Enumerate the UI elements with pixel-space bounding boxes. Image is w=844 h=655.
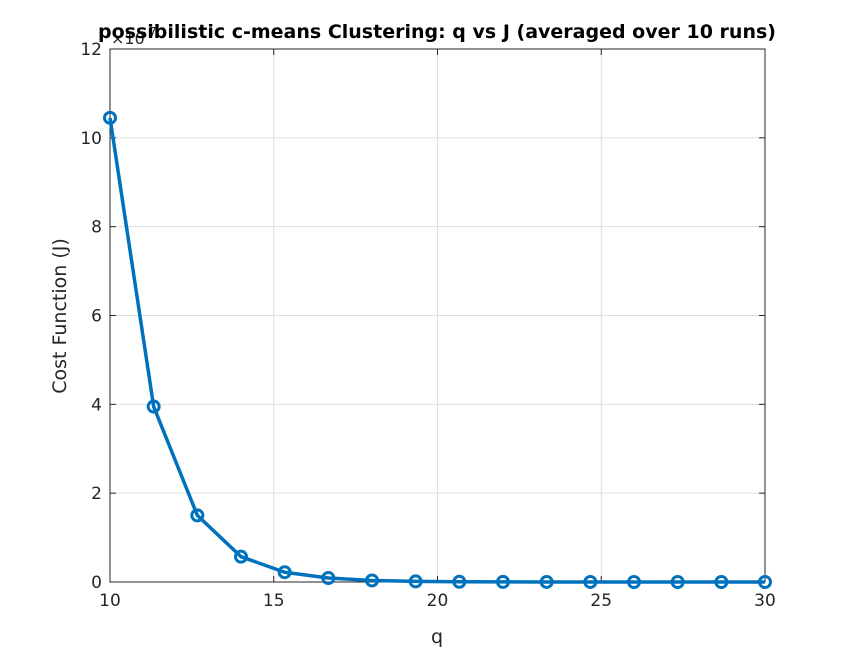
- data-point-14: [714, 574, 729, 589]
- x-axis-label: q: [431, 626, 443, 648]
- y-tick-label-2: 4: [91, 395, 102, 415]
- y-tick-label-6: 12: [80, 40, 102, 60]
- data-point-5: [321, 571, 336, 586]
- y-tick-label-1: 2: [91, 484, 102, 504]
- ticks: 10 15 20 25 30 0 2 4 6 8 10 12: [80, 40, 775, 611]
- data-point-1: [146, 399, 161, 414]
- data-point-7: [408, 574, 423, 589]
- x-tick-label-3: 25: [590, 591, 612, 611]
- data-point-10: [539, 574, 554, 589]
- data-point-15: [758, 574, 772, 589]
- y-tick-label-5: 10: [80, 129, 102, 149]
- grid: [109, 48, 766, 583]
- data-point-12: [627, 574, 641, 589]
- x-tick-label-4: 30: [754, 591, 776, 611]
- chart-title: possibilistic c-means Clustering: q vs J…: [98, 21, 776, 43]
- data-point-6: [365, 573, 379, 588]
- data-point-9: [496, 574, 510, 589]
- data-point-11: [583, 574, 598, 589]
- y-tick-label-0: 0: [91, 573, 102, 593]
- data-point-13: [670, 574, 685, 589]
- y-tick-label-4: 8: [91, 218, 102, 238]
- x-tick-label-1: 15: [263, 591, 285, 611]
- data-point-0: [103, 110, 117, 125]
- data-point-8: [452, 574, 467, 589]
- y-exponent-base: ×10: [111, 29, 145, 48]
- data-point-4: [277, 565, 292, 580]
- data-point-2: [190, 508, 205, 523]
- y-axis-label: Cost Function (J): [49, 238, 71, 394]
- y-tick-label-3: 6: [91, 307, 102, 327]
- y-exponent-power: 7: [149, 25, 157, 39]
- x-tick-label-0: 10: [99, 591, 121, 611]
- x-tick-label-2: 20: [427, 591, 449, 611]
- series: [103, 110, 772, 589]
- series-line-0: [108, 117, 766, 584]
- data-point-3: [234, 549, 248, 564]
